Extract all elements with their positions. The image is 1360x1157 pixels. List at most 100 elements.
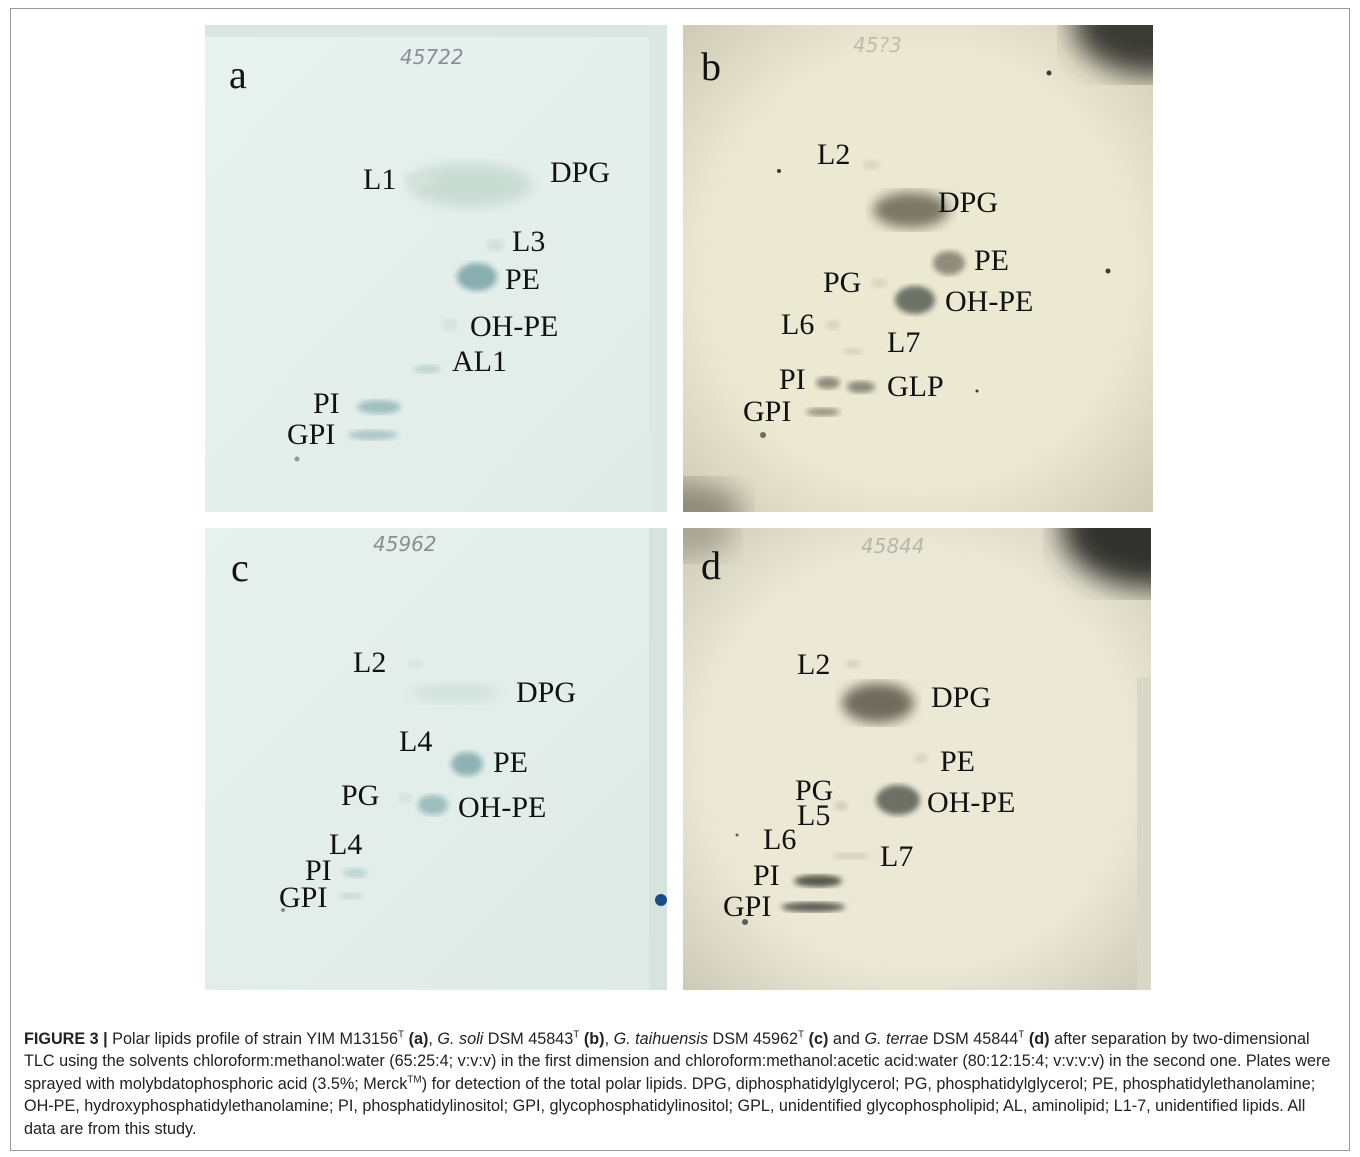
spot-b-pg [871, 278, 887, 288]
spot-a-pi [357, 400, 401, 414]
panel-letter-c: c [231, 545, 249, 590]
spot-a-dpg [408, 163, 532, 207]
spot-c-pg [398, 793, 412, 803]
caption-sup-t2: T [573, 1029, 580, 1041]
label-d-l2: L2 [797, 648, 831, 681]
plate-a-image [205, 25, 667, 512]
tlc-plate-b: b 45?3 L2 DPG PE PG OH-PE L6 L7 PI GLP G… [683, 25, 1153, 512]
label-a-al1: AL1 [452, 345, 507, 378]
label-a-gpi: GPI [287, 418, 336, 451]
label-d-pi: PI [753, 859, 780, 892]
label-a-l1: L1 [363, 163, 397, 196]
label-a-ohpe: OH-PE [470, 310, 559, 343]
tlc-plate-c: c 45962 L2 DPG L4 PE PG OH-PE L4 PI GPI [205, 528, 667, 990]
label-c-l4a: L4 [399, 725, 433, 758]
spot-a-l1 [405, 172, 435, 188]
label-b-dpg: DPG [938, 186, 999, 219]
label-d-gpi: GPI [723, 890, 772, 923]
caption-ref-b: (b) [579, 1030, 605, 1048]
spot-c-gpi [339, 893, 363, 899]
spot-b-l7 [843, 348, 863, 354]
label-c-pe: PE [493, 746, 529, 779]
plate-d-image [683, 528, 1151, 990]
figure-caption: FIGURE 3 | Polar lipids profile of strai… [24, 1028, 1338, 1140]
caption-text-3: DSM 45843 [483, 1030, 574, 1048]
spot-d-pi [794, 875, 842, 887]
spot-c-dpg [410, 683, 500, 703]
spot-d-ohpe [876, 785, 920, 815]
caption-text-7: DSM 45844 [928, 1030, 1019, 1048]
plate-c-handwriting: 45962 [373, 532, 437, 556]
spot-a-ohpe [442, 319, 458, 331]
label-a-dpg: DPG [550, 156, 611, 189]
spot-b-pe [933, 251, 965, 275]
label-d-dpg: DPG [931, 681, 992, 714]
spot-b-ohpe [895, 286, 935, 314]
caption-sup-t3: T [798, 1029, 805, 1041]
label-d-ohpe: OH-PE [927, 786, 1016, 819]
caption-ref-d: (d) [1024, 1030, 1050, 1048]
label-c-l4b: L4 [329, 828, 363, 861]
spot-d-l7 [831, 853, 871, 859]
label-d-pg: PG [795, 774, 834, 807]
caption-ref-c: (c) [804, 1030, 829, 1048]
spot-a-gpi [348, 430, 398, 440]
spot-b-gpi [806, 408, 840, 416]
plate-b-handwriting: 45?3 [853, 33, 902, 57]
tlc-plate-d: d 45844 L2 DPG PE PG L5 OH-PE L6 L7 PI G… [683, 528, 1151, 990]
spot-b-dpg [873, 192, 949, 228]
label-a-pe: PE [505, 263, 541, 296]
spot-b-pi [816, 377, 840, 389]
label-c-pg: PG [341, 779, 380, 812]
caption-text-9: ) for detection of the total polar lipid… [24, 1074, 1316, 1138]
label-b-l7: L7 [887, 326, 921, 359]
caption-text-6: and [828, 1030, 865, 1048]
spot-c-l2 [407, 659, 423, 669]
label-a-pi: PI [313, 387, 340, 420]
caption-species-3: G. terrae [864, 1030, 929, 1048]
label-d-l6: L6 [763, 823, 797, 856]
label-b-gpi: GPI [743, 395, 792, 428]
spot-a-l3 [486, 239, 504, 251]
label-d-l5: L5 [797, 799, 831, 832]
tlc-plate-a: a 45722 L1 DPG L3 PE OH-PE AL1 PI GPI [205, 25, 667, 512]
spot-c-pi [343, 868, 367, 878]
caption-sup-t1: T [398, 1029, 405, 1041]
spot-d-dpg [842, 683, 914, 723]
caption-text-4: , [604, 1030, 614, 1048]
spot-d-pe [914, 753, 928, 763]
caption-ref-a: (a) [404, 1030, 429, 1048]
label-b-l6: L6 [781, 308, 815, 341]
caption-figure-label: FIGURE 3 | [24, 1030, 108, 1048]
label-c-pi: PI [305, 854, 332, 887]
spot-c-ohpe [418, 795, 448, 815]
label-c-l2: L2 [353, 646, 387, 679]
plate-c-image [205, 528, 667, 990]
spot-b-l6 [826, 320, 840, 330]
label-b-pi: PI [779, 363, 806, 396]
spot-d-l2 [845, 660, 861, 668]
caption-sup-t4: T [1018, 1029, 1025, 1041]
caption-species-2: G. taihuensis [613, 1030, 709, 1048]
caption-text-2: , [428, 1030, 438, 1048]
label-b-pg: PG [823, 266, 862, 299]
spot-a-al1 [413, 365, 441, 373]
spot-c-pe [451, 752, 483, 776]
label-d-l7: L7 [880, 840, 914, 873]
panel-letter-b: b [701, 44, 721, 89]
panel-letter-d: d [701, 543, 721, 588]
plate-a-handwriting: 45722 [400, 45, 464, 69]
spot-d-gpi [781, 902, 845, 912]
label-b-pe: PE [974, 244, 1010, 277]
label-b-glp: GLP [887, 370, 944, 403]
caption-text-8: after separation by two-dimensional TLC … [24, 1030, 1331, 1093]
label-c-gpi: GPI [279, 881, 328, 914]
label-b-l2: L2 [817, 138, 851, 171]
caption-text-5: DSM 45962 [708, 1030, 799, 1048]
caption-text-1: Polar lipids profile of strain YIM M1315… [107, 1030, 399, 1048]
label-a-l3: L3 [512, 225, 546, 258]
caption-sup-tm: TM [407, 1074, 422, 1086]
plate-b-image [683, 25, 1153, 512]
label-c-ohpe: OH-PE [458, 791, 547, 824]
label-c-dpg: DPG [516, 676, 577, 709]
